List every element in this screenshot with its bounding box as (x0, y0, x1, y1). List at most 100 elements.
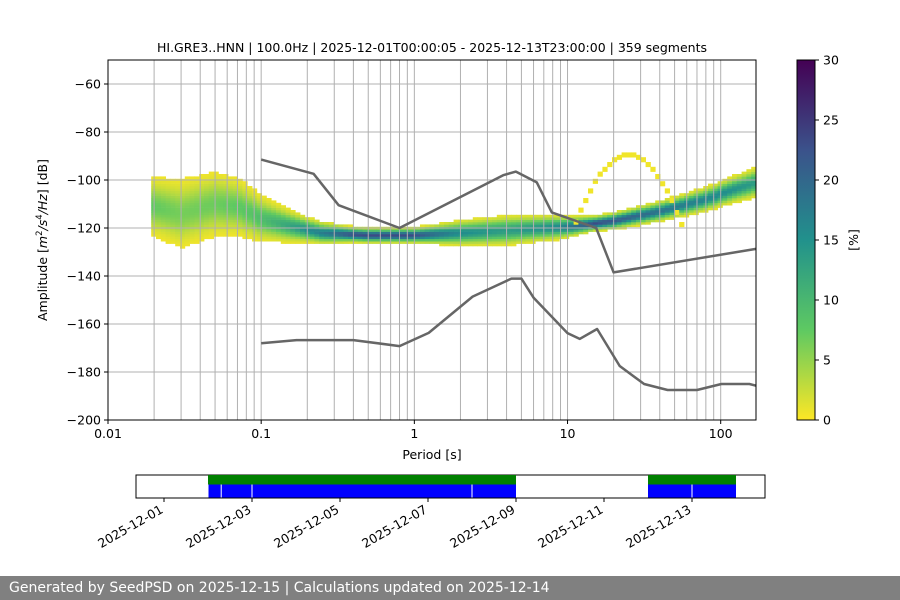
heatmap-cell (180, 214, 186, 218)
heatmap-cell (343, 241, 349, 244)
heatmap-cell (722, 200, 728, 204)
heatmap-cell (290, 236, 296, 240)
heatmap-cell (444, 222, 450, 225)
heatmap-cell (271, 229, 277, 232)
heatmap-cell (223, 231, 229, 235)
heatmap-cell (429, 229, 435, 232)
heatmap-cell (343, 231, 349, 235)
heatmap-cell (751, 188, 757, 192)
heatmap-cell (751, 186, 757, 189)
heatmap-cell (381, 241, 387, 244)
heatmap-cell (160, 188, 166, 192)
heatmap-cell (540, 236, 546, 240)
heatmap-cell (160, 207, 166, 211)
heatmap-cell (285, 231, 291, 235)
heatmap-cell (679, 222, 685, 225)
timeline-processed-bar (252, 475, 428, 485)
heatmap-cell (362, 236, 368, 240)
heatmap-cell (472, 238, 478, 242)
heatmap-cell (199, 200, 205, 204)
heatmap-cell (424, 236, 430, 240)
heatmap-cell (199, 236, 205, 240)
heatmap-cell (295, 241, 301, 244)
heatmap-cell (223, 212, 229, 216)
heatmap-cell (583, 198, 589, 201)
heatmap-cell (727, 186, 733, 189)
heatmap-cell (616, 214, 622, 218)
heatmap-cell (208, 174, 214, 177)
heatmap-cell (208, 234, 214, 237)
heatmap-cell (712, 193, 718, 196)
heatmap-cell (655, 205, 661, 208)
heatmap-cell (530, 234, 536, 237)
heatmap-cell (295, 217, 301, 220)
heatmap-cell (573, 229, 579, 232)
heatmap-cell (266, 229, 272, 232)
heatmap-cell (280, 241, 286, 244)
heatmap-cell (463, 222, 469, 225)
heatmap-cell (400, 241, 406, 244)
heatmap-cell (511, 234, 517, 237)
heatmap-cell (276, 207, 282, 211)
heatmap-cell (290, 219, 296, 223)
heatmap-cell (669, 212, 675, 216)
heatmap-cell (165, 224, 171, 228)
heatmap-cell (693, 200, 699, 204)
heatmap-cell (156, 212, 162, 216)
heatmap-cell (597, 174, 603, 177)
heatmap-cell (261, 219, 267, 223)
heatmap-cell (588, 222, 594, 225)
heatmap-cell (372, 231, 378, 235)
heatmap-cell (237, 181, 243, 184)
heatmap-cell (444, 231, 450, 235)
heatmap-cell (208, 212, 214, 216)
heatmap-cell (242, 188, 248, 192)
heatmap-cell (189, 236, 195, 240)
heatmap-cell (232, 176, 238, 180)
heatmap-cell (746, 183, 752, 187)
heatmap-cell (309, 219, 315, 223)
heatmap-cell (487, 222, 493, 225)
heatmap-cell (645, 162, 651, 165)
heatmap-cell (698, 198, 704, 201)
heatmap-cell (506, 219, 512, 223)
heatmap-cell (189, 229, 195, 232)
footer-banner: Generated by SeedPSD on 2025-12-15 | Cal… (0, 576, 900, 600)
heatmap-cell (300, 229, 306, 232)
heatmap-cell (741, 188, 747, 192)
heatmap-cell (199, 214, 205, 218)
heatmap-cell (693, 202, 699, 206)
heatmap-cell (540, 238, 546, 242)
heatmap-cell (204, 186, 210, 189)
heatmap-cell (228, 200, 234, 204)
heatmap-cell (496, 241, 502, 244)
heatmap-cell (477, 238, 483, 242)
heatmap-cell (674, 200, 680, 204)
heatmap-cell (616, 210, 622, 213)
heatmap-cell (453, 231, 459, 235)
heatmap-cell (616, 212, 622, 216)
heatmap-cell (180, 238, 186, 242)
y-axis-label: Amplitude [m2/s4/Hz] [dB] (35, 159, 50, 321)
heatmap-cell (237, 190, 243, 194)
heatmap-cell (506, 236, 512, 240)
heatmap-cell (688, 210, 694, 213)
heatmap-cell (184, 234, 190, 237)
colorbar-tick-label: 20 (823, 173, 839, 188)
heatmap-cell (314, 219, 320, 223)
heatmap-cell (717, 193, 723, 196)
heatmap-cell (588, 188, 594, 192)
heatmap-cell (573, 224, 579, 228)
heatmap-cell (314, 234, 320, 237)
heatmap-cell (189, 200, 195, 204)
heatmap-cell (501, 229, 507, 232)
heatmap-cell (655, 219, 661, 223)
heatmap-cell (319, 229, 325, 232)
y-tick-label: −160 (67, 317, 101, 332)
heatmap-cell (420, 229, 426, 232)
heatmap-cell (693, 198, 699, 201)
heatmap-cell (232, 202, 238, 206)
heatmap-cell (472, 219, 478, 223)
heatmap-cell (434, 236, 440, 240)
heatmap-cell (506, 224, 512, 228)
